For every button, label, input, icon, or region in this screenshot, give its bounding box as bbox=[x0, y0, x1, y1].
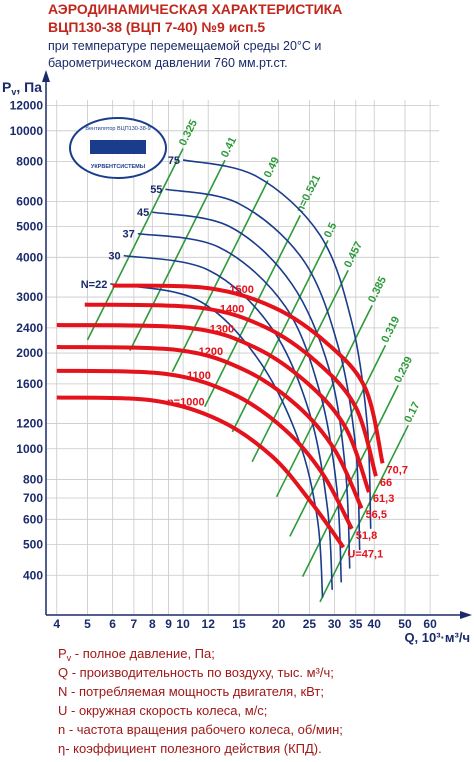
power-label: 37 bbox=[123, 229, 135, 241]
logo-text: Вентилятор ВЦП130-38-9 bbox=[85, 126, 150, 132]
power-label: 75 bbox=[168, 155, 180, 167]
x-tick-label: 20 bbox=[272, 617, 286, 631]
speed-line bbox=[56, 323, 371, 493]
note: N - потребляемая мощность двигателя, кВт… bbox=[58, 684, 324, 699]
y-label-unit: , Па bbox=[16, 79, 42, 95]
y-tick-label: 2000 bbox=[16, 346, 43, 360]
subtitle: при температуре перемещаемой среды 20°С … bbox=[48, 39, 321, 53]
y-tick-label: 1000 bbox=[16, 442, 43, 456]
y-tick-label: 3000 bbox=[16, 290, 43, 304]
efficiency-label: 0.319 bbox=[379, 315, 402, 345]
x-tick-label: 12 bbox=[202, 617, 216, 631]
speed-label: 1300 bbox=[210, 324, 234, 336]
speed-end-label: 66 bbox=[380, 477, 392, 489]
x-tick-label: 40 bbox=[368, 617, 382, 631]
x-axis-label: Q, 10³·м³/ч bbox=[404, 630, 470, 645]
speed-line bbox=[56, 344, 364, 510]
speed-line bbox=[56, 395, 346, 549]
speed-line bbox=[84, 302, 378, 477]
curves: 0.325 0.410.49n=0.5210.50.4570.3850.3190.… bbox=[56, 118, 422, 603]
logo-text: УКРВЕНТСИСТЕМЫ bbox=[91, 164, 146, 170]
speed-label: 1200 bbox=[199, 346, 223, 358]
speed-label: n=1000 bbox=[167, 396, 205, 408]
y-tick-label: 500 bbox=[23, 537, 43, 551]
efficiency-line bbox=[319, 424, 409, 603]
power-label: 45 bbox=[137, 207, 149, 219]
y-label-symbol: P bbox=[2, 79, 11, 95]
speed-end-label: 70,7 bbox=[387, 464, 408, 476]
x-tick-label: 5 bbox=[84, 617, 91, 631]
y-tick-label: 700 bbox=[23, 491, 43, 505]
note: Q - производительность по воздуху, тыс. … bbox=[58, 665, 334, 680]
efficiency-label: 0.41 bbox=[219, 135, 239, 160]
speed-label: 1100 bbox=[187, 370, 211, 382]
x-tick-label: 35 bbox=[349, 617, 363, 631]
efficiency-line bbox=[251, 269, 349, 463]
y-tick-label: 400 bbox=[23, 568, 43, 582]
y-tick-label: 1200 bbox=[16, 417, 43, 431]
x-tick-label: 60 bbox=[423, 617, 437, 631]
efficiency-line bbox=[289, 344, 387, 537]
power-label: N=22 bbox=[81, 279, 108, 291]
speed-line bbox=[112, 283, 385, 464]
speed-label: 1500 bbox=[229, 284, 253, 296]
notes: Pv - полное давление, Па; Q - производите… bbox=[58, 646, 343, 756]
y-tick-label: 800 bbox=[23, 473, 43, 487]
note: η- коэффициент полезного действия (КПД). bbox=[58, 741, 322, 756]
speed-label: 1400 bbox=[220, 303, 244, 315]
speed-end-label: 51,8 bbox=[356, 530, 377, 542]
power-label: 30 bbox=[108, 251, 120, 263]
note-sub: v bbox=[67, 653, 72, 663]
y-tick-label: 8000 bbox=[16, 155, 43, 169]
efficiency-line bbox=[129, 159, 226, 352]
y-tick-label: 1600 bbox=[16, 377, 43, 391]
efficiency-label: 0.325 bbox=[177, 118, 200, 148]
title: ВЦП130-38 (ВЦП 7-40) №9 исп.5 bbox=[48, 19, 265, 35]
efficiency-line bbox=[86, 148, 184, 341]
efficiency-label: 0.385 bbox=[366, 275, 389, 305]
note-text: - полное давление, Па; bbox=[71, 646, 215, 661]
speed-end-label: 61,3 bbox=[373, 493, 394, 505]
x-tick-label: 50 bbox=[398, 617, 412, 631]
x-tick-label: 6 bbox=[109, 617, 116, 631]
speed-line bbox=[56, 368, 354, 530]
power-line bbox=[165, 188, 361, 551]
x-tick-label: 25 bbox=[303, 617, 317, 631]
speed-end-label: U=47,1 bbox=[347, 548, 383, 560]
power-line bbox=[123, 254, 334, 590]
x-tick-label: 15 bbox=[232, 617, 246, 631]
y-tick-label: 10000 bbox=[10, 124, 44, 138]
y-tick-label: 600 bbox=[23, 512, 43, 526]
power-label: 55 bbox=[150, 184, 162, 196]
note-symbol: P bbox=[58, 646, 67, 661]
efficiency-label: 0.5 bbox=[322, 221, 340, 240]
x-tick-label: 8 bbox=[149, 617, 156, 631]
x-tick-label: 10 bbox=[176, 617, 190, 631]
note: U - окружная скорость колеса, м/с; bbox=[58, 703, 267, 718]
x-tick-label: 7 bbox=[131, 617, 138, 631]
y-label-sub: v bbox=[11, 87, 16, 97]
y-axis-arrow bbox=[42, 70, 50, 82]
y-tick-label: 5000 bbox=[16, 220, 43, 234]
note: n - частота вращения рабочего колеса, об… bbox=[58, 722, 343, 737]
x-axis-arrow bbox=[460, 611, 472, 619]
speed-end-label: 56,5 bbox=[366, 509, 387, 521]
x-tick-label: 9 bbox=[165, 617, 172, 631]
x-tick-label: 30 bbox=[328, 617, 342, 631]
efficiency-line bbox=[204, 215, 301, 408]
y-tick-label: 2400 bbox=[16, 321, 43, 335]
efficiency-label: 0.457 bbox=[342, 240, 365, 270]
title: АЭРОДИНАМИЧЕСКАЯ ХАРАКТЕРИСТИКА bbox=[48, 1, 342, 17]
subtitle: барометрическом давлении 760 мм.рт.ст. bbox=[48, 56, 288, 70]
y-tick-label: 6000 bbox=[16, 194, 43, 208]
y-tick-label: 12000 bbox=[10, 99, 44, 113]
x-tick-label: 4 bbox=[53, 617, 60, 631]
y-axis-label: Pv, Па bbox=[2, 79, 42, 97]
efficiency-label: 0.49 bbox=[262, 155, 282, 180]
note: Pv - полное давление, Па; bbox=[58, 646, 215, 663]
efficiency-label: 0.239 bbox=[392, 355, 415, 385]
y-tick-label: 4000 bbox=[16, 250, 43, 264]
logo-fan bbox=[90, 140, 146, 154]
